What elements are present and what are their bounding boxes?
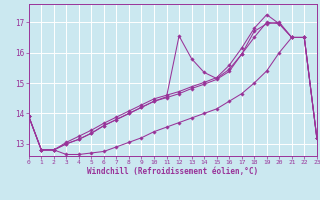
- X-axis label: Windchill (Refroidissement éolien,°C): Windchill (Refroidissement éolien,°C): [87, 167, 258, 176]
